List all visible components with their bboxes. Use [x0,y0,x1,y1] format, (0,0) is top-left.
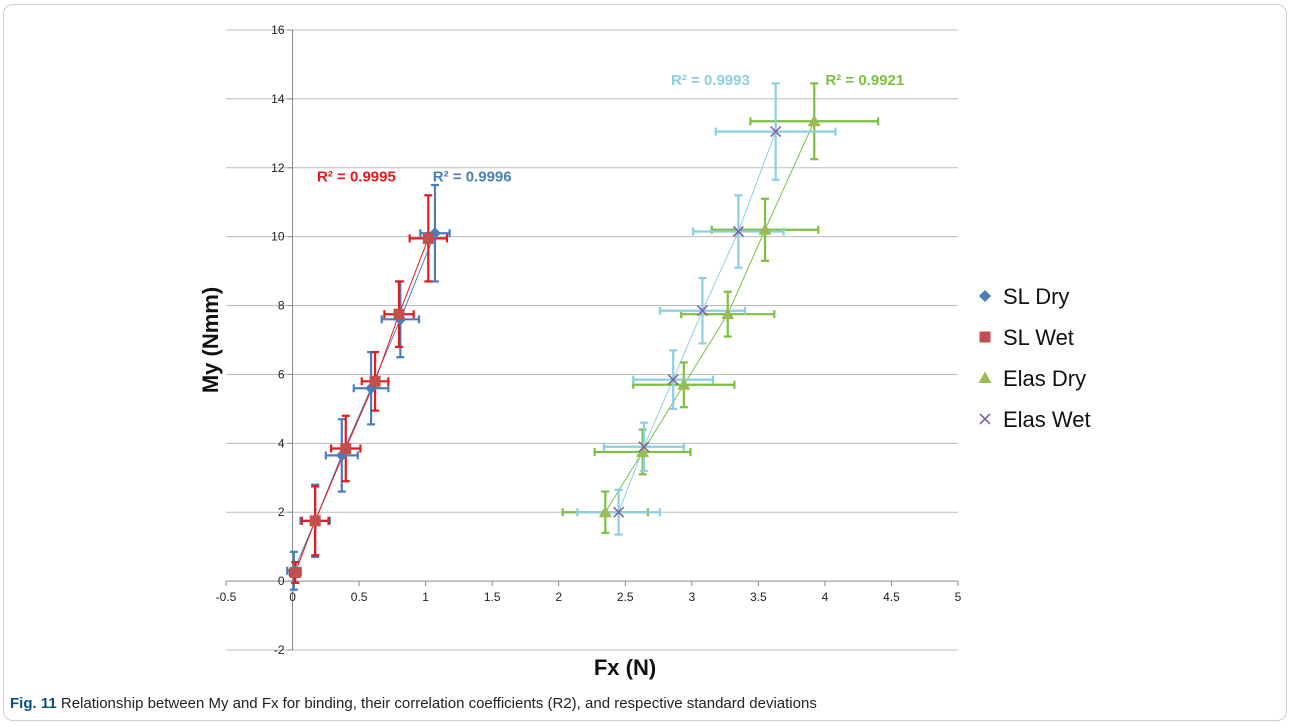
legend-label-elas-dry: Elas Dry [1003,366,1086,391]
elas-dry-point [636,445,650,457]
sl-wet-point [309,515,321,527]
elas-wet-point [638,441,650,453]
r-squared-label: R² = 0.9995 [317,169,396,186]
elas-dry-point [598,505,612,518]
chart-markers [287,114,821,578]
x-tick-label: 2 [555,590,562,604]
elas-wet-point-stroke [613,506,625,518]
elas-wet-point [696,305,709,317]
r-squared-label: R² = 0.9996 [433,169,512,186]
y-tick-label: 8 [278,299,285,313]
legend-marker-elas-wet [979,413,991,425]
elas-wet-point-stroke [696,305,709,317]
elas-wet-point [667,374,679,386]
chart-error-bars [286,82,880,591]
figure-frame [3,4,1287,721]
x-tick-label: -0.5 [216,590,237,604]
x-tick-label: 4 [822,590,829,604]
chart-svg: -2 0 2 4 6 8 10 12 14 16 -0.5 0 0.5 1 1.5 2 2.5 3 3.5 4 4.5 5… [198,23,1091,680]
elas-wet-point [732,225,744,238]
sl-wet-point [369,375,381,387]
elas-wet-point [613,506,625,518]
sl-wet-point [393,308,405,320]
figure-caption: Fig. 11 Relationship between My and Fx f… [10,695,1280,712]
sl-wet-trendline [294,238,429,573]
sl-wet-point [289,567,301,578]
y-axis-label: My (Nmm) [198,287,223,393]
x-tick-label: 5 [955,590,962,604]
elas-wet-point-stroke [638,441,650,453]
x-tick-label: 0 [289,590,296,604]
figure-label: Fig. 11 [10,695,57,712]
r-squared-label: R² = 0.9993 [671,72,750,89]
elas-dry-error-bar [749,82,880,161]
legend-marker-elas-wet-stroke [979,413,991,425]
chart-ticks: -2 0 2 4 6 8 10 12 14 16 -0.5 0 0.5 1 1.5 2 2.5 3 3.5 4 4.5 5 [216,23,962,657]
chart-annotations: R² = 0.9995 R² = 0.9996 R² = 0.9993 R² = 0.… [317,72,904,185]
y-tick-label: 14 [271,92,285,106]
figure-caption-text: Relationship between My and Fx for bindi… [60,695,817,712]
x-tick-label: 3.5 [750,590,767,604]
elas-dry-point [758,223,772,235]
chart-grid [226,29,958,651]
x-axis-label: Fx (N) [594,655,656,680]
elas-dry-point [677,378,691,390]
sl-wet-point [340,443,352,454]
elas-dry-trendline [604,121,815,513]
sl-wet-point [422,232,434,244]
y-tick-label: 10 [271,230,285,244]
legend-marker-elas-dry [978,371,992,383]
elas-wet-trendline [618,131,777,513]
legend-label-elas-wet: Elas Wet [1003,407,1091,432]
chart-axes [226,30,958,650]
legend-marker-sl-dry [979,290,991,302]
x-tick-label: 1.5 [484,590,501,604]
elas-wet-point-stroke [732,225,744,238]
legend-label-sl-dry: SL Dry [1003,284,1069,309]
y-tick-label: 0 [278,574,285,588]
x-tick-label: 2.5 [617,590,634,604]
y-tick-label: 4 [278,436,285,450]
r-squared-label: R² = 0.9921 [825,72,904,89]
elas-wet-point-stroke [667,374,679,386]
elas-wet-point-stroke [770,126,782,138]
elas-dry-point [721,307,735,320]
x-tick-label: 0.5 [351,590,368,604]
y-tick-label: 2 [278,505,285,519]
elas-wet-point [770,126,782,138]
y-tick-label: 12 [271,161,285,175]
x-tick-label: 4.5 [883,590,900,604]
y-tick-label: -2 [274,643,285,657]
chart-trendlines [293,121,815,573]
legend-marker-sl-wet [979,331,991,343]
y-tick-label: 16 [271,23,285,37]
x-tick-label: 1 [422,590,429,604]
chart-legend: SL Dry SL Wet Elas Dry Elas Wet [978,284,1091,432]
legend-label-sl-wet: SL Wet [1003,325,1074,350]
y-tick-label: 6 [278,367,285,381]
x-tick-label: 3 [688,590,695,604]
elas-dry-point [807,114,821,127]
